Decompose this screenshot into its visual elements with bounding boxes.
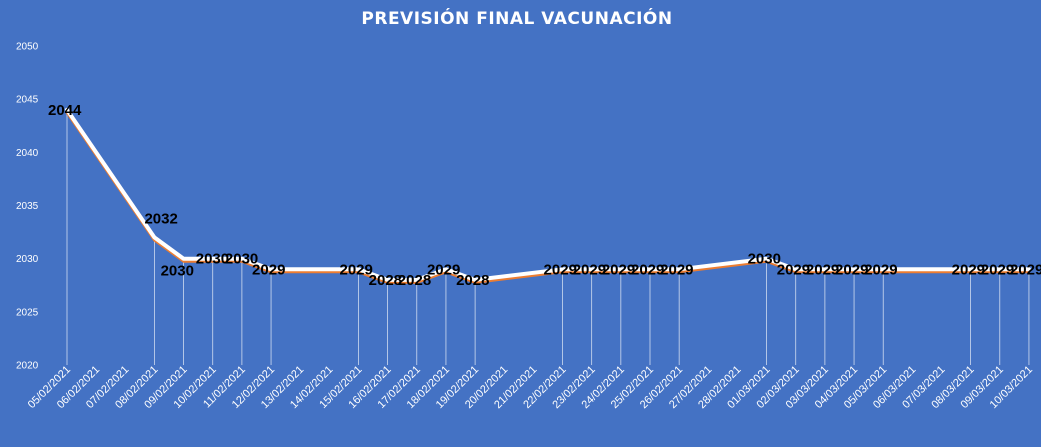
data-label: 2028 (456, 272, 489, 289)
data-label: 2029 (952, 261, 985, 278)
y-tick-label: 2045 (16, 95, 39, 106)
series-shadow-line (65, 111, 1029, 284)
data-label: 2029 (864, 261, 897, 278)
y-tick-label: 2050 (16, 42, 39, 53)
data-label: 2030 (748, 251, 781, 268)
data-label: 2029 (252, 261, 285, 278)
data-label: 2029 (631, 261, 664, 278)
data-label: 2029 (544, 261, 577, 278)
data-label: 2029 (1010, 261, 1041, 278)
data-label: 2028 (398, 272, 431, 289)
chart-title: PREVISIÓN FINAL VACUNACIÓN (361, 7, 672, 29)
y-axis: 2020 2025 2030 2035 2040 2045 2050 (16, 42, 39, 372)
data-label: 2028 (369, 272, 402, 289)
y-tick-label: 2030 (16, 254, 39, 265)
drop-lines (66, 109, 1030, 365)
data-label: 2030 (225, 251, 258, 268)
y-tick-label: 2035 (16, 201, 39, 212)
data-label: 2029 (427, 261, 460, 278)
y-tick-label: 2020 (16, 361, 39, 372)
series-line (65, 107, 1031, 282)
data-label: 2030 (196, 251, 229, 268)
data-label: 2029 (777, 261, 810, 278)
data-label: 2029 (340, 261, 373, 278)
data-label: 2029 (602, 261, 635, 278)
data-label: 2030 (161, 263, 194, 280)
y-tick-label: 2025 (16, 307, 39, 318)
data-label: 2029 (806, 261, 839, 278)
data-label: 2029 (573, 261, 606, 278)
data-label: 2032 (144, 210, 177, 227)
data-label: 2029 (981, 261, 1014, 278)
data-label: 2029 (660, 261, 693, 278)
series-lines (65, 107, 1031, 284)
data-label: 2029 (835, 261, 868, 278)
data-label: 2044 (48, 102, 82, 119)
y-tick-label: 2040 (16, 148, 39, 159)
